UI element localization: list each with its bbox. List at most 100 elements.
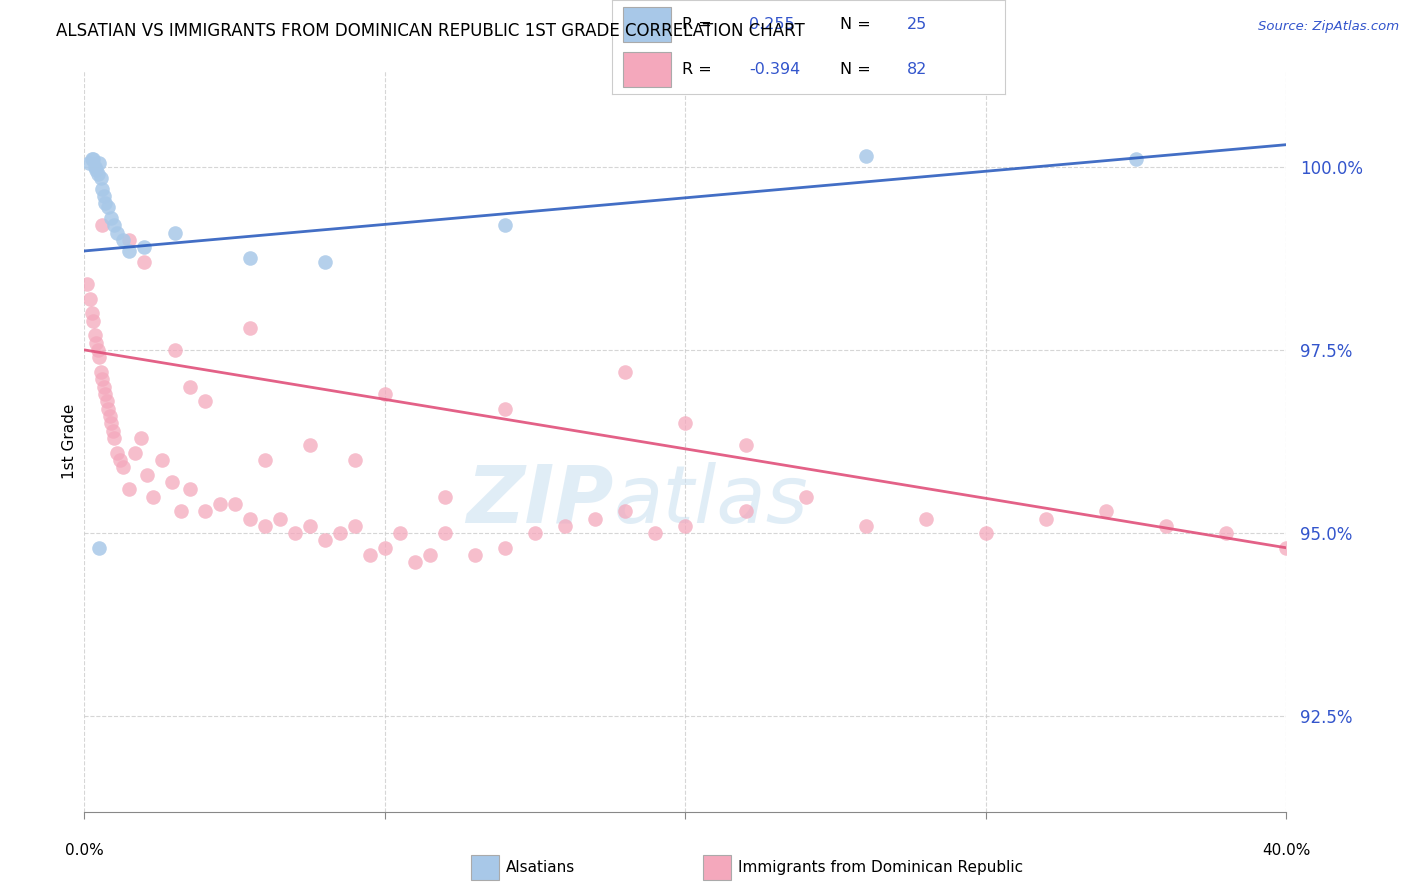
Point bbox=[194, 504, 217, 518]
Point bbox=[100, 211, 122, 225]
Text: 82: 82 bbox=[907, 62, 927, 77]
Point bbox=[253, 453, 276, 467]
Point bbox=[614, 365, 637, 379]
Text: Immigrants from Dominican Republic: Immigrants from Dominican Republic bbox=[738, 861, 1024, 875]
Point bbox=[794, 490, 817, 504]
Point bbox=[855, 519, 877, 533]
Point bbox=[80, 306, 103, 320]
Point bbox=[86, 335, 108, 350]
Point bbox=[112, 233, 135, 247]
Text: ALSATIAN VS IMMIGRANTS FROM DOMINICAN REPUBLIC 1ST GRADE CORRELATION CHART: ALSATIAN VS IMMIGRANTS FROM DOMINICAN RE… bbox=[56, 22, 806, 40]
Point bbox=[87, 343, 110, 357]
Point bbox=[494, 219, 516, 233]
Point bbox=[80, 153, 103, 167]
Point bbox=[734, 504, 756, 518]
Text: Source: ZipAtlas.com: Source: ZipAtlas.com bbox=[1258, 20, 1399, 33]
Point bbox=[94, 196, 117, 211]
Point bbox=[83, 160, 105, 174]
Text: R =: R = bbox=[682, 17, 717, 32]
Point bbox=[329, 526, 352, 541]
Point bbox=[97, 200, 120, 214]
Point bbox=[298, 438, 321, 452]
Point bbox=[314, 533, 336, 548]
Point bbox=[494, 401, 516, 416]
Point bbox=[118, 244, 141, 258]
Point bbox=[82, 153, 104, 167]
Point bbox=[118, 233, 141, 247]
Point bbox=[194, 394, 217, 409]
Point bbox=[974, 526, 997, 541]
Point bbox=[103, 431, 125, 445]
Point bbox=[1125, 153, 1147, 167]
Point bbox=[524, 526, 547, 541]
Text: ZIP: ZIP bbox=[465, 462, 613, 540]
Point bbox=[89, 350, 111, 364]
Text: 0.255: 0.255 bbox=[749, 17, 794, 32]
Point bbox=[343, 453, 366, 467]
FancyBboxPatch shape bbox=[623, 6, 671, 42]
Point bbox=[434, 490, 457, 504]
Point bbox=[915, 511, 938, 525]
Point bbox=[675, 519, 697, 533]
Point bbox=[855, 149, 877, 163]
Text: atlas: atlas bbox=[613, 462, 808, 540]
Point bbox=[554, 519, 576, 533]
Point bbox=[208, 497, 231, 511]
Point bbox=[434, 526, 457, 541]
Point bbox=[131, 431, 153, 445]
Point bbox=[734, 438, 756, 452]
Point bbox=[124, 445, 146, 459]
Point bbox=[91, 219, 114, 233]
Point bbox=[239, 252, 262, 266]
Point bbox=[142, 490, 165, 504]
Point bbox=[93, 379, 115, 393]
Point bbox=[90, 365, 112, 379]
Point bbox=[494, 541, 516, 555]
Point bbox=[644, 526, 666, 541]
Point bbox=[1035, 511, 1057, 525]
Text: 25: 25 bbox=[907, 17, 927, 32]
Point bbox=[464, 548, 486, 562]
Point bbox=[583, 511, 606, 525]
Point bbox=[284, 526, 307, 541]
Point bbox=[112, 460, 135, 475]
Point bbox=[1095, 504, 1118, 518]
Point bbox=[89, 156, 111, 170]
Point bbox=[374, 541, 396, 555]
Point bbox=[94, 387, 117, 401]
Y-axis label: 1st Grade: 1st Grade bbox=[62, 404, 77, 479]
Point bbox=[90, 170, 112, 185]
Point bbox=[224, 497, 246, 511]
Point bbox=[253, 519, 276, 533]
Point bbox=[1156, 519, 1178, 533]
Point bbox=[239, 511, 262, 525]
Point bbox=[388, 526, 411, 541]
Point bbox=[76, 277, 98, 291]
Text: 40.0%: 40.0% bbox=[1263, 843, 1310, 858]
Point bbox=[163, 226, 186, 240]
Point bbox=[97, 401, 120, 416]
Point bbox=[374, 387, 396, 401]
Point bbox=[163, 343, 186, 357]
Point bbox=[107, 226, 129, 240]
Point bbox=[404, 556, 426, 570]
Text: N =: N = bbox=[839, 62, 876, 77]
Point bbox=[1215, 526, 1237, 541]
Text: R =: R = bbox=[682, 62, 717, 77]
Point bbox=[77, 156, 100, 170]
Point bbox=[86, 163, 108, 178]
Point bbox=[98, 409, 121, 423]
Point bbox=[118, 482, 141, 496]
Point bbox=[169, 504, 191, 518]
Point bbox=[239, 321, 262, 335]
Point bbox=[269, 511, 291, 525]
Point bbox=[83, 328, 105, 343]
Point bbox=[419, 548, 441, 562]
Point bbox=[91, 372, 114, 386]
Point bbox=[91, 181, 114, 195]
Point bbox=[359, 548, 381, 562]
Point bbox=[614, 504, 637, 518]
Text: 0.0%: 0.0% bbox=[65, 843, 104, 858]
Point bbox=[160, 475, 183, 489]
Point bbox=[298, 519, 321, 533]
